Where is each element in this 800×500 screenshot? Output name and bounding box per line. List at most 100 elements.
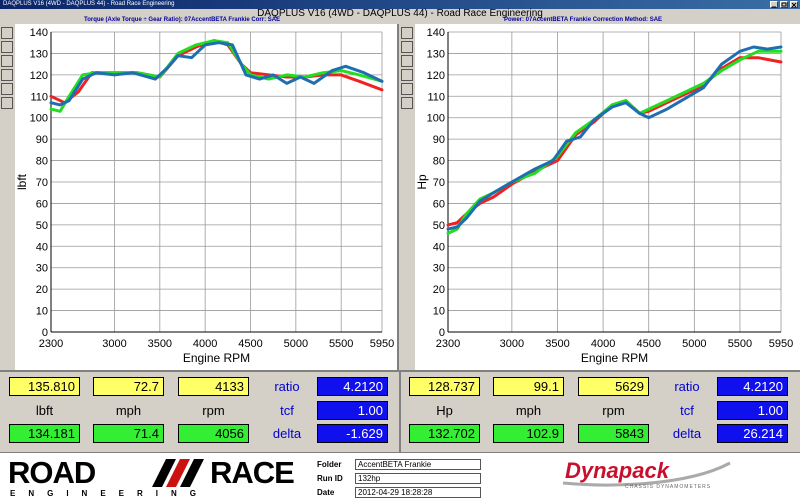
hp-cursor-value: 128.737 — [409, 377, 480, 396]
legend-swatch-orange[interactable] — [401, 97, 413, 109]
y-tick-label: 130 — [427, 48, 445, 60]
rpm-cursor-value: 5629 — [578, 377, 649, 396]
tcf-label: tcf — [680, 403, 694, 418]
y-tick-label: 10 — [36, 306, 48, 318]
rpm-cursor-value: 4133 — [178, 377, 249, 396]
legend-swatch-blue[interactable] — [1, 55, 13, 67]
folder-field[interactable]: AccentBETA Frankie — [355, 459, 481, 470]
window-titlebar: DAQPLUS V16 (4WD - DAQPLUS 44) - Road Ra… — [0, 0, 800, 9]
minimize-icon — [772, 6, 776, 8]
y-tick-label: 0 — [439, 327, 445, 339]
ratio-value: 4.2120 — [717, 377, 788, 396]
panel-divider-top — [0, 370, 800, 372]
x-tick-label: 3500 — [545, 338, 569, 350]
x-tick-label: 5950 — [769, 338, 793, 350]
legend-swatch-red[interactable] — [401, 27, 413, 39]
ratio-value: 4.2120 — [317, 377, 388, 396]
torque-unit-label: lbft — [35, 403, 54, 418]
mph-compare-value: 71.4 — [93, 424, 164, 443]
y-tick-label: 70 — [36, 177, 48, 189]
y-tick-label: 90 — [36, 134, 48, 146]
logo-road-text: ROAD — [8, 455, 96, 490]
torque-subtitle: Torque (Axle Torque ÷ Gear Ratio): 07Acc… — [84, 17, 281, 23]
y-tick-label: 50 — [433, 220, 445, 232]
x-axis-label: Engine RPM — [183, 351, 250, 365]
power-chart[interactable]: 0 10 20 30 40 50 60 70 80 90 100 110 120 130 140 2300 30… — [415, 24, 800, 370]
legend-swatch-magenta[interactable] — [401, 69, 413, 81]
legend-swatch-magenta[interactable] — [1, 69, 13, 81]
minimize-button[interactable] — [770, 1, 778, 8]
x-tick-label: 2300 — [39, 338, 63, 350]
y-tick-label: 70 — [433, 177, 445, 189]
y-axis-label: Hp — [415, 174, 429, 190]
close-icon — [791, 2, 797, 8]
x-tick-label: 3500 — [148, 338, 172, 350]
left-readout-panel: 135.810 72.7 4133 lbft mph rpm 134.181 7… — [0, 372, 399, 452]
power-chart-svg: 0 10 20 30 40 50 60 70 80 90 100 110 120 130 140 2300 30… — [415, 27, 793, 365]
torque-cursor-value: 135.810 — [9, 377, 80, 396]
y-tick-label: 40 — [36, 241, 48, 253]
y-tick-label: 20 — [433, 284, 445, 296]
x-tick-label: 5500 — [329, 338, 353, 350]
y-tick-label: 0 — [42, 327, 48, 339]
main-title: DAQPLUS V16 (4WD - DAQPLUS 44) - Road Ra… — [257, 8, 543, 19]
chart-divider — [397, 24, 399, 370]
y-tick-label: 120 — [427, 70, 445, 82]
x-tick-label: 4500 — [636, 338, 660, 350]
logo-engineering-text: ENGINEERING — [10, 489, 210, 498]
rpm-compare-value: 5843 — [578, 424, 649, 443]
torque-chart[interactable]: 0 10 20 30 40 50 60 70 80 90 100 110 120 130 140 2300 30… — [15, 24, 397, 370]
x-tick-label: 5000 — [284, 338, 308, 350]
y-tick-label: 110 — [427, 91, 445, 103]
hp-compare-value: 132.702 — [409, 424, 480, 443]
hp-unit-label: Hp — [436, 403, 453, 418]
logo-slashes-icon — [152, 459, 204, 487]
logo-race-text: RACE — [210, 455, 295, 490]
mph-compare-value: 102.9 — [493, 424, 564, 443]
legend-swatch-cyan[interactable] — [1, 83, 13, 95]
x-tick-label: 3000 — [500, 338, 524, 350]
ratio-label: ratio — [674, 379, 700, 394]
series-line-2 — [446, 45, 783, 231]
y-tick-label: 130 — [30, 48, 48, 60]
legend-swatch-green[interactable] — [401, 41, 413, 53]
close-button[interactable] — [790, 1, 798, 8]
right-readout-panel: 128.737 99.1 5629 Hp mph rpm 132.702 102… — [401, 372, 800, 452]
x-tick-label: 5000 — [682, 338, 706, 350]
legend-swatch-cyan[interactable] — [401, 83, 413, 95]
y-tick-label: 80 — [433, 156, 445, 168]
rpm-compare-value: 4056 — [178, 424, 249, 443]
y-tick-label: 110 — [30, 91, 48, 103]
runid-field[interactable]: 132hp — [355, 473, 481, 484]
y-tick-label: 140 — [30, 27, 48, 39]
y-tick-label: 100 — [30, 113, 48, 125]
maximize-button[interactable] — [780, 1, 788, 8]
mph-unit-label: mph — [515, 403, 542, 418]
x-tick-label: 5500 — [728, 338, 752, 350]
legend-swatch-orange[interactable] — [1, 97, 13, 109]
maximize-icon — [781, 2, 787, 7]
date-field[interactable]: 2012-04-29 18:28:28 — [355, 487, 481, 498]
delta-value: -1.629 — [317, 424, 388, 443]
mph-cursor-value: 99.1 — [493, 377, 564, 396]
footer: ROAD RACE ENGINEERING Folder AccentBETA … — [0, 452, 800, 500]
y-tick-label: 120 — [30, 70, 48, 82]
legend-swatch-blue[interactable] — [401, 55, 413, 67]
series-line-2 — [49, 41, 384, 107]
y-tick-label: 60 — [36, 198, 48, 210]
mph-unit-label: mph — [115, 403, 142, 418]
window-title: DAQPLUS V16 (4WD - DAQPLUS 44) - Road Ra… — [3, 1, 175, 7]
tcf-label: tcf — [280, 403, 294, 418]
legend-swatch-red[interactable] — [1, 27, 13, 39]
x-tick-label: 4000 — [193, 338, 217, 350]
series-line-1 — [49, 39, 384, 113]
legend-swatch-green[interactable] — [1, 41, 13, 53]
dynapack-logo: Dynapack CHASSIS DYNAMOMETERS — [562, 458, 731, 490]
torque-chart-svg: 0 10 20 30 40 50 60 70 80 90 100 110 120 130 140 2300 30… — [15, 27, 394, 365]
delta-label: delta — [272, 426, 302, 441]
runid-label: Run ID — [317, 474, 343, 483]
x-tick-label: 2300 — [436, 338, 460, 350]
power-subtitle: Power: 07AccentBETA Frankie Correction M… — [504, 17, 663, 23]
tcf-value: 1.00 — [717, 401, 788, 420]
x-axis-label: Engine RPM — [581, 351, 648, 365]
